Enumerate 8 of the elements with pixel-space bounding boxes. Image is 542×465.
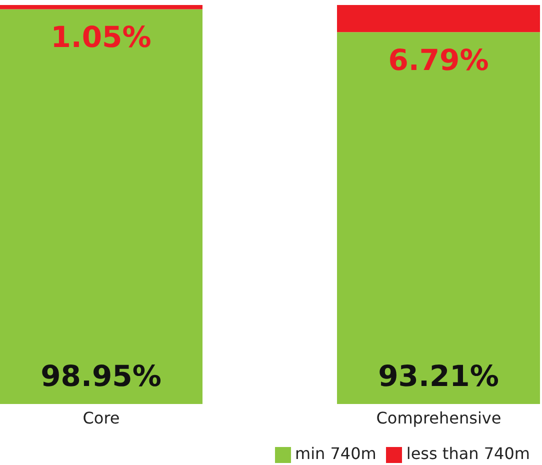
legend-label: min 740m xyxy=(294,444,376,463)
data-label: 1.05% xyxy=(50,20,152,54)
data-label: 98.95% xyxy=(40,359,162,393)
data-label: 93.21% xyxy=(378,359,499,393)
x-tick-label: Comprehensive xyxy=(376,408,502,428)
x-tick-label: Core xyxy=(82,408,120,428)
legend-label: less than 740m xyxy=(406,444,530,463)
data-label: 6.79% xyxy=(388,43,489,78)
